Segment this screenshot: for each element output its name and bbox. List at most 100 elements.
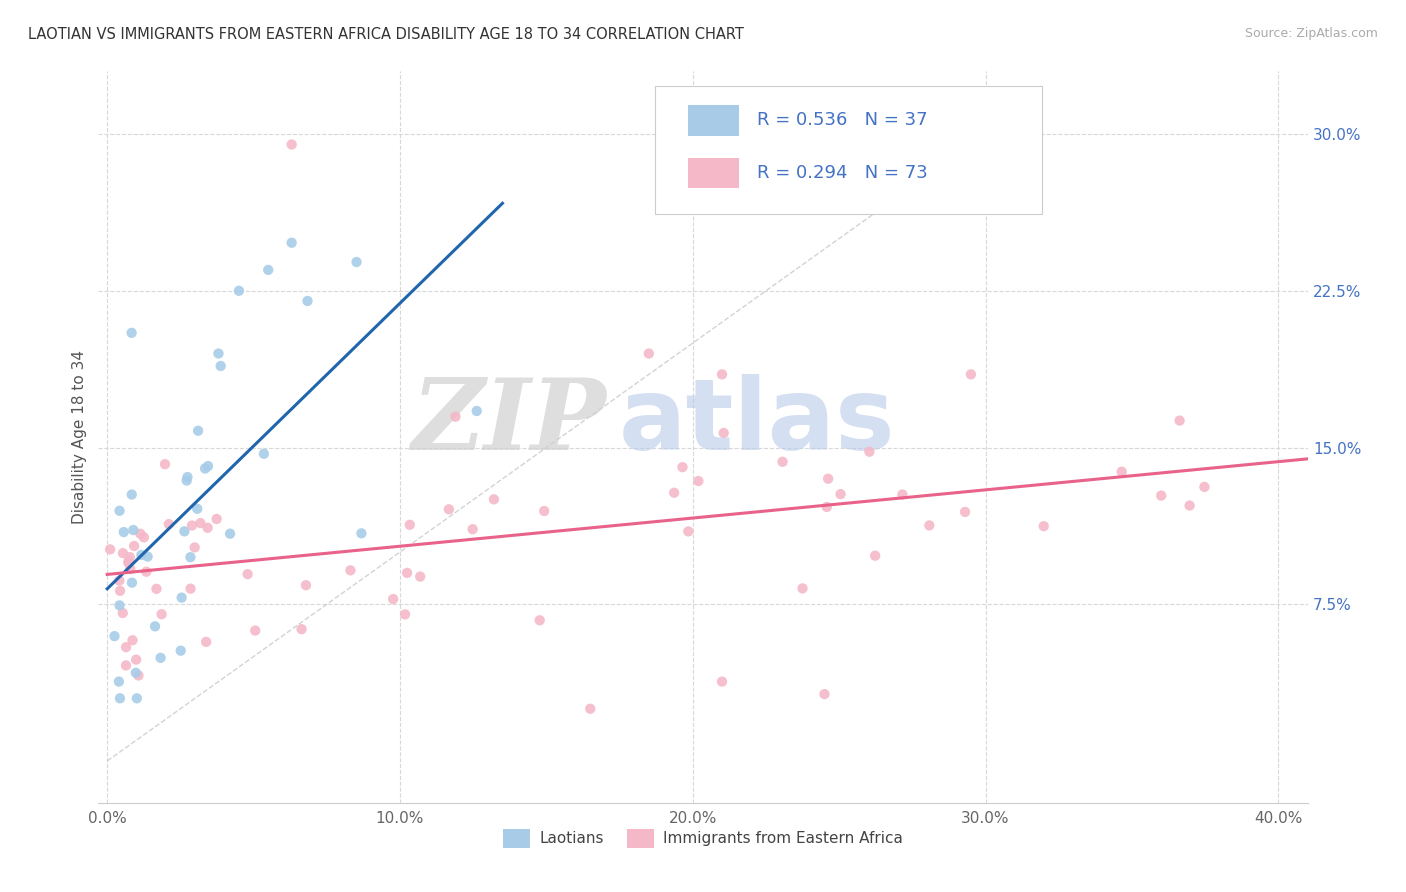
Point: [194, 461, 217, 475]
Point: [125, 652, 148, 666]
Point: [98, 542, 121, 557]
Point: [382, 592, 405, 607]
Point: [112, 525, 135, 540]
Point: [678, 524, 700, 539]
Point: [465, 404, 488, 418]
Point: [117, 554, 139, 568]
Point: [245, 624, 267, 638]
Point: [1194, 480, 1216, 494]
Point: [257, 263, 280, 277]
Point: [121, 633, 143, 648]
Point: [108, 583, 131, 598]
Point: [150, 607, 173, 622]
Point: [1150, 489, 1173, 503]
Point: [236, 567, 259, 582]
Point: [396, 566, 419, 580]
Point: [711, 368, 734, 382]
Point: [121, 487, 143, 501]
Text: R = 0.294   N = 73: R = 0.294 N = 73: [758, 164, 928, 182]
Point: [533, 504, 555, 518]
Point: [186, 501, 208, 516]
Point: [350, 526, 373, 541]
Point: [122, 539, 145, 553]
Y-axis label: Disability Age 18 to 34: Disability Age 18 to 34: [72, 350, 87, 524]
Point: [129, 526, 152, 541]
Point: [122, 523, 145, 537]
Point: [297, 293, 319, 308]
Point: [953, 505, 976, 519]
Point: [444, 409, 467, 424]
Point: [131, 548, 153, 562]
Point: [688, 474, 710, 488]
Point: [149, 650, 172, 665]
Text: ZIP: ZIP: [412, 375, 606, 471]
Point: [120, 562, 142, 576]
Point: [253, 447, 276, 461]
Point: [195, 635, 218, 649]
Point: [181, 518, 204, 533]
FancyBboxPatch shape: [689, 158, 740, 188]
Point: [153, 457, 176, 471]
Text: LAOTIAN VS IMMIGRANTS FROM EASTERN AFRICA DISABILITY AGE 18 TO 34 CORRELATION CH: LAOTIAN VS IMMIGRANTS FROM EASTERN AFRIC…: [28, 27, 744, 42]
Point: [280, 137, 302, 152]
Point: [173, 524, 195, 539]
Point: [815, 500, 838, 514]
Point: [108, 674, 131, 689]
Point: [108, 574, 131, 588]
Point: [157, 517, 180, 532]
Point: [145, 582, 167, 596]
Point: [772, 455, 794, 469]
Point: [121, 326, 143, 340]
Point: [176, 470, 198, 484]
Point: [180, 582, 202, 596]
Point: [579, 702, 602, 716]
Point: [108, 691, 131, 706]
Point: [398, 517, 420, 532]
Point: [713, 425, 735, 440]
Point: [125, 665, 148, 680]
Point: [125, 691, 148, 706]
Point: [103, 629, 125, 643]
Point: [135, 565, 157, 579]
Point: [190, 516, 212, 530]
Point: [409, 569, 432, 583]
Point: [197, 521, 219, 535]
Point: [817, 472, 839, 486]
Text: R = 0.536   N = 37: R = 0.536 N = 37: [758, 112, 928, 129]
Point: [108, 599, 131, 613]
Point: [115, 640, 138, 655]
Legend: Laotians, Immigrants from Eastern Africa: Laotians, Immigrants from Eastern Africa: [496, 822, 910, 854]
Point: [295, 578, 318, 592]
Point: [891, 487, 914, 501]
Point: [219, 526, 242, 541]
Point: [132, 530, 155, 544]
Point: [143, 619, 166, 633]
Point: [858, 444, 880, 458]
Point: [711, 674, 734, 689]
Text: atlas: atlas: [619, 374, 896, 471]
Point: [1032, 519, 1054, 533]
Point: [346, 255, 368, 269]
Point: [960, 368, 983, 382]
FancyBboxPatch shape: [655, 86, 1042, 214]
Point: [176, 474, 198, 488]
Text: Source: ZipAtlas.com: Source: ZipAtlas.com: [1244, 27, 1378, 40]
Point: [529, 613, 551, 627]
Point: [209, 359, 232, 373]
Point: [115, 658, 138, 673]
Point: [792, 582, 814, 596]
Point: [637, 346, 659, 360]
Point: [339, 563, 361, 577]
FancyBboxPatch shape: [689, 105, 740, 136]
Point: [461, 522, 484, 536]
Point: [205, 512, 228, 526]
Point: [121, 575, 143, 590]
Point: [830, 487, 852, 501]
Point: [108, 504, 131, 518]
Point: [290, 622, 312, 636]
Point: [813, 687, 835, 701]
Point: [118, 550, 141, 565]
Point: [1168, 413, 1191, 427]
Point: [111, 606, 134, 620]
Point: [183, 541, 205, 555]
